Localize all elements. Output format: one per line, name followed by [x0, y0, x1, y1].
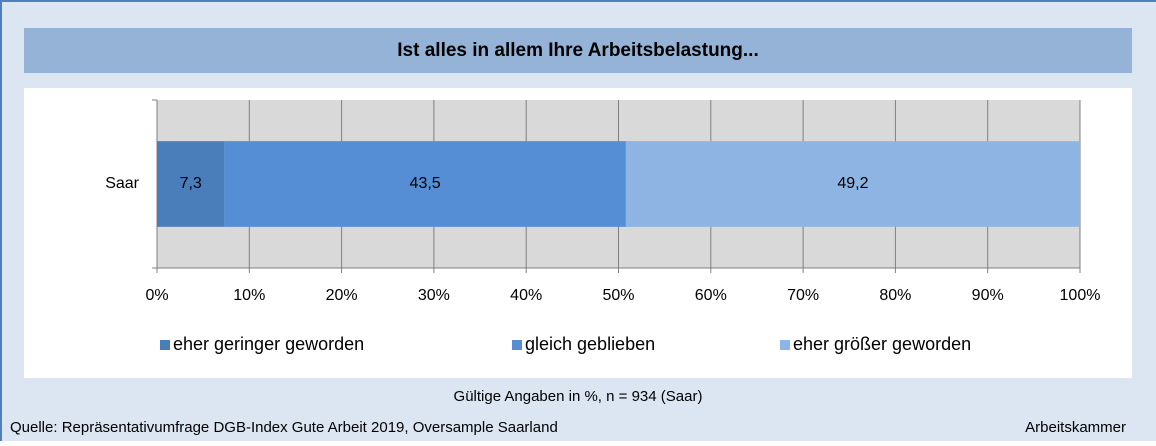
x-tick-label: 20% [326, 287, 358, 304]
x-tick-label: 80% [879, 287, 911, 304]
x-tick-label: 10% [233, 287, 265, 304]
data-label: 43,5 [410, 175, 441, 192]
data-label: 7,3 [180, 175, 202, 192]
publisher: Arbeitskammer [1025, 419, 1126, 436]
x-tick-label: 60% [695, 287, 727, 304]
x-tick-label: 70% [787, 287, 819, 304]
x-tick-label: 0% [145, 287, 168, 304]
legend-swatch [160, 340, 170, 350]
x-tick-label: 40% [510, 287, 542, 304]
legend-swatch [780, 340, 790, 350]
legend-label: gleich geblieben [525, 334, 655, 354]
x-tick-label: 50% [602, 287, 634, 304]
bar-segment [224, 141, 626, 227]
footnote: Gültige Angaben in %, n = 934 (Saar) [454, 388, 703, 405]
bar-segment [625, 141, 1080, 227]
bar-segment [157, 141, 225, 227]
x-tick-label: 90% [972, 287, 1004, 304]
legend-swatch [512, 340, 522, 350]
chart-title: Ist alles in allem Ihre Arbeitsbelastung… [397, 40, 758, 61]
x-tick-label: 30% [418, 287, 450, 304]
x-tick-label: 100% [1060, 287, 1101, 304]
source: Quelle: Repräsentativumfrage DGB-Index G… [10, 419, 558, 436]
legend-label: eher größer geworden [793, 334, 971, 354]
title-bar [24, 28, 1132, 73]
data-label: 49,2 [837, 175, 868, 192]
legend-label: eher geringer geworden [173, 334, 364, 354]
y-tick-label: Saar [105, 175, 139, 192]
